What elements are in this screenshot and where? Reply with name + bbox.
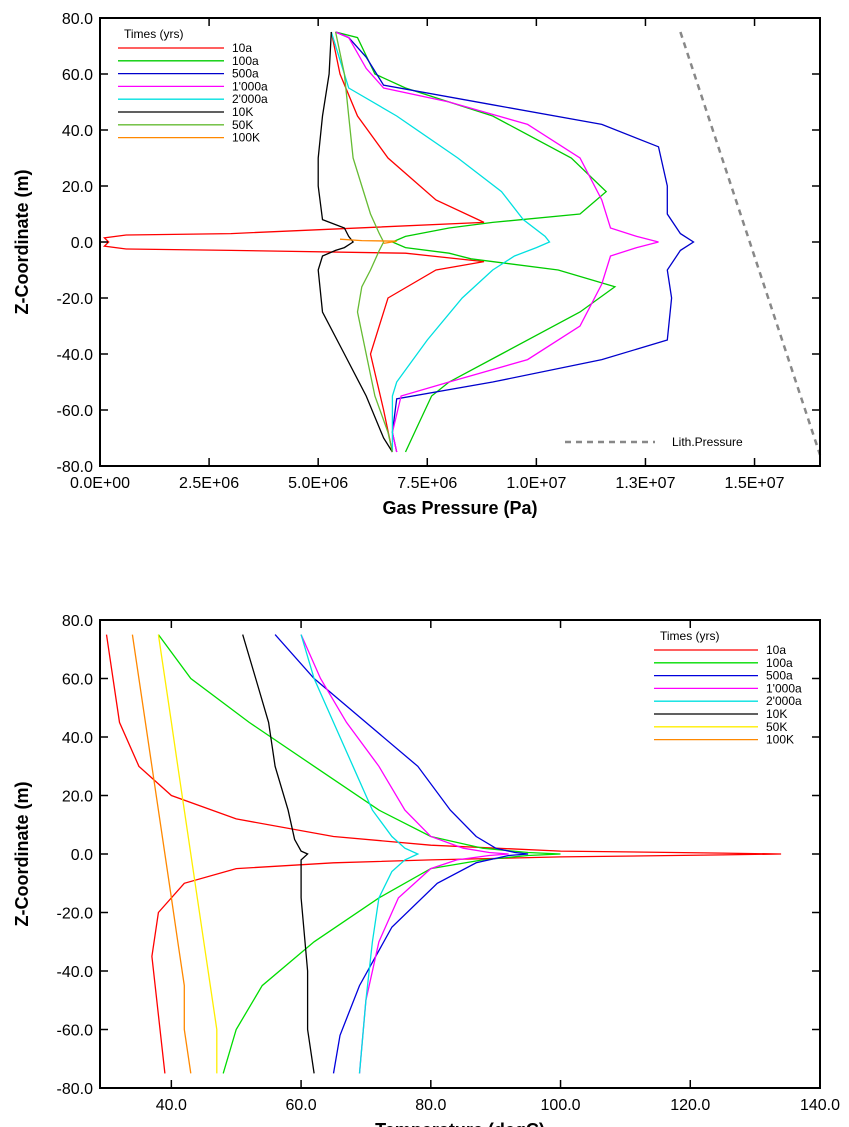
y-tick-label: 0.0 bbox=[71, 847, 93, 864]
legend-label: 10a bbox=[766, 643, 786, 657]
legend-label: 1'000a bbox=[766, 681, 802, 695]
legend-label: 2'000a bbox=[766, 694, 802, 708]
x-tick-label: 100.0 bbox=[541, 1097, 581, 1114]
y-tick-label: -60.0 bbox=[57, 403, 94, 420]
x-tick-label: 1.3E+07 bbox=[615, 475, 675, 492]
x-tick-label: 140.0 bbox=[800, 1097, 840, 1114]
legend-label: 100a bbox=[232, 54, 259, 68]
x-tick-label: 1.0E+07 bbox=[506, 475, 566, 492]
legend-title: Times (yrs) bbox=[660, 629, 720, 643]
y-tick-label: 40.0 bbox=[62, 730, 93, 747]
y-tick-label: 40.0 bbox=[62, 123, 93, 140]
x-tick-label: 5.0E+06 bbox=[288, 475, 348, 492]
legend-label: 10K bbox=[766, 707, 787, 721]
series-line-1000a bbox=[335, 31, 659, 453]
lith-pressure-legend: Lith.Pressure bbox=[565, 435, 743, 449]
plot-frame bbox=[99, 17, 821, 467]
series-line-500a bbox=[335, 31, 695, 453]
y-tick-label: 60.0 bbox=[62, 672, 93, 689]
legend-label: 500a bbox=[232, 67, 259, 81]
y-tick-label: -80.0 bbox=[57, 1081, 94, 1098]
y-tick-label: -20.0 bbox=[57, 291, 94, 308]
series-line-100a bbox=[335, 31, 617, 453]
legend: Times (yrs) 10a100a500a1'000a2'000a10K50K… bbox=[118, 27, 268, 145]
y-tick-label: -20.0 bbox=[57, 906, 94, 923]
y-tick-label: 60.0 bbox=[62, 67, 93, 84]
plot-frame bbox=[99, 619, 821, 1089]
legend-label: 500a bbox=[766, 669, 793, 683]
y-tick-label: 20.0 bbox=[62, 179, 93, 196]
y-tick-label: 80.0 bbox=[62, 613, 93, 630]
x-tick-label: 60.0 bbox=[286, 1097, 317, 1114]
series-line-50k bbox=[334, 31, 394, 453]
legend-label: 10a bbox=[232, 41, 252, 55]
temperature-chart: 80.0 60.0 40.0 20.0 0.0 -20.0 -40.0 -60.0 -80.0 4… bbox=[12, 613, 840, 1127]
y-tick-label: 20.0 bbox=[62, 789, 93, 806]
x-axis-title: Gas Pressure (Pa) bbox=[382, 498, 537, 518]
series-line-50k bbox=[157, 634, 218, 1074]
x-tick-label: 120.0 bbox=[670, 1097, 710, 1114]
y-axis-title: Z-Coordinate (m) bbox=[12, 170, 32, 315]
x-tick-label: 1.5E+07 bbox=[725, 475, 785, 492]
legend-title: Times (yrs) bbox=[124, 27, 184, 41]
series-line-100k bbox=[339, 238, 397, 245]
y-tick-label: -60.0 bbox=[57, 1023, 94, 1040]
x-tick-label: 40.0 bbox=[156, 1097, 187, 1114]
series-line-500a bbox=[274, 634, 529, 1074]
series-line-100a bbox=[157, 634, 561, 1074]
legend-label: 50K bbox=[232, 118, 253, 132]
legend-label: 100K bbox=[766, 733, 794, 747]
y-axis-title: Z-Coordinate (m) bbox=[12, 782, 32, 927]
legend: Times (yrs) 10a100a500a1'000a2'000a10K50K… bbox=[654, 629, 802, 747]
y-tick-label: 0.0 bbox=[71, 235, 93, 252]
legend-label: 2'000a bbox=[232, 92, 268, 106]
series-line-2000a bbox=[330, 31, 551, 452]
y-tick-label: -80.0 bbox=[57, 459, 94, 476]
series-line-10a bbox=[102, 31, 485, 453]
series-line-1000a bbox=[300, 634, 509, 1074]
series-line-10a bbox=[105, 634, 782, 1074]
legend-label: 1'000a bbox=[232, 79, 268, 93]
legend-label: 10K bbox=[232, 105, 253, 119]
series-line-100k bbox=[131, 634, 192, 1074]
legend-label: 100a bbox=[766, 656, 793, 670]
series-line-10k bbox=[317, 31, 393, 453]
series-line-lithpressure bbox=[679, 31, 822, 456]
series-line-2000a bbox=[300, 634, 420, 1074]
gas-pressure-chart: 80.0 60.0 40.0 20.0 0.0 -20.0 -40.0 -60.0 -80.00… bbox=[12, 11, 822, 518]
y-tick-label: 80.0 bbox=[62, 11, 93, 28]
lith-pressure-label: Lith.Pressure bbox=[672, 435, 743, 449]
legend-label: 100K bbox=[232, 131, 260, 145]
x-tick-label: 0.0E+00 bbox=[70, 475, 130, 492]
x-tick-label: 80.0 bbox=[415, 1097, 446, 1114]
y-tick-label: -40.0 bbox=[57, 964, 94, 981]
y-tick-label: -40.0 bbox=[57, 347, 94, 364]
x-axis-title: Temperature (degC) bbox=[375, 1120, 545, 1127]
series-line-10k bbox=[242, 634, 315, 1074]
legend-label: 50K bbox=[766, 720, 787, 734]
x-tick-label: 2.5E+06 bbox=[179, 475, 239, 492]
x-tick-label: 7.5E+06 bbox=[397, 475, 457, 492]
